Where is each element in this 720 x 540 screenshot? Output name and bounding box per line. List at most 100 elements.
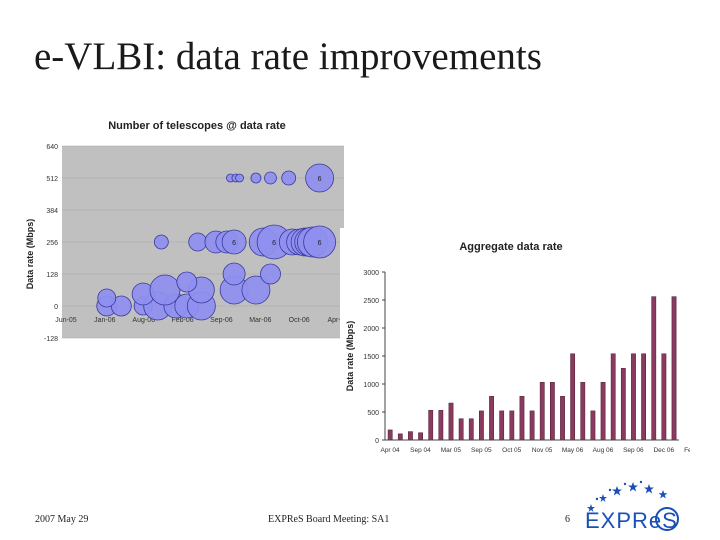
bar-x-tick-label: Aug 06 [593, 447, 614, 454]
bar-y-tick-label: 1500 [363, 354, 379, 361]
bar-x-tick-label: Apr 04 [380, 447, 400, 454]
bubble-x-tick-label: Aug-06 [132, 317, 155, 324]
bar-chart-background [340, 228, 690, 463]
bar [428, 410, 434, 441]
bar [651, 296, 657, 441]
bar [448, 402, 454, 441]
bubble-chart-title: Number of telescopes @ data rate [108, 120, 286, 132]
star-arc-icon [587, 480, 668, 512]
bubble-point [250, 172, 262, 184]
bubble-points: 6 6 6 6 [96, 163, 337, 321]
bubble-y-tick-labels: -128 0 128 256 384 512 640 [44, 144, 58, 343]
bubble-point [221, 229, 247, 255]
bubble-point [235, 173, 244, 183]
bubble-y-tick-label: -128 [44, 336, 58, 343]
bar [661, 353, 667, 441]
bar-y-axis-label: Data rate (Mbps) [345, 321, 355, 392]
bubble-data-label: 6 [272, 240, 276, 247]
bubble-point [305, 163, 335, 193]
bar [600, 382, 606, 441]
bubble-y-tick-label: 512 [46, 176, 58, 183]
bar-y-tick-label: 2500 [363, 298, 379, 305]
bubble-point [149, 274, 181, 306]
bar [408, 431, 413, 441]
bar [631, 353, 636, 441]
bubble-y-axis-label: Data rate (Mbps) [25, 219, 35, 290]
bar [397, 433, 403, 441]
bar-x-tick-label: Oct 05 [502, 447, 522, 454]
bar-x-tick-labels: Apr 04 Sep 04 Mar 05 Sep 05 Oct 05 Nov 05 May … [380, 447, 690, 454]
bar [418, 432, 423, 441]
bubble-x-tick-label: Jan-06 [94, 317, 116, 324]
bar-x-tick-label: Dec 06 [653, 447, 674, 454]
bar-y-tick-label: 500 [367, 410, 379, 417]
bar-x-tick-label: Sep 04 [410, 447, 431, 454]
bubble-x-tick-labels: Jun-05 Jan-06 Aug-06 Feb-06 Sep-06 Mar-06 Oct-… [55, 317, 348, 324]
bubble-x-tick-label: Apr-07 [327, 317, 348, 324]
bubble-point [260, 263, 281, 285]
bar-chart: Aggregate data rate 0 500 1000 1500 2000 2500… [340, 228, 690, 463]
bubble-y-tick-label: 256 [46, 240, 58, 247]
bar [610, 353, 616, 441]
bar [468, 418, 474, 441]
bar [529, 410, 535, 441]
bar-y-tick-label: 2000 [363, 326, 379, 333]
bubble-x-tick-label: Sep-06 [210, 317, 233, 324]
bubble-x-tick-label: Mar-06 [249, 317, 271, 324]
bubble-point [188, 232, 208, 252]
logo-text: EXPReS [585, 508, 678, 533]
footer-date: 2007 May 29 [35, 514, 89, 525]
bar-x-tick-label: Nov 05 [532, 447, 553, 454]
bar-y-tick-label: 3000 [363, 270, 379, 277]
bubble-data-label: 6 [232, 240, 236, 247]
bubble-x-tick-label: Jun-05 [55, 317, 77, 324]
bar [387, 429, 393, 441]
bar [438, 410, 444, 441]
bubble-point [264, 171, 277, 185]
bubble-y-tick-label: 128 [46, 272, 58, 279]
bubble-y-tick-label: 384 [46, 208, 58, 215]
bar [590, 410, 596, 441]
bubble-data-label: 6 [318, 240, 322, 247]
bubble-point [281, 170, 297, 186]
bubble-point [241, 275, 271, 305]
expres-logo: EXPReS [585, 480, 679, 533]
bubble-x-tick-label: Oct-06 [289, 317, 310, 324]
slide-title: e-VLBI: data rate improvements [34, 35, 542, 78]
bubble-y-tick-label: 640 [46, 144, 58, 151]
bar-y-tick-label: 0 [375, 438, 379, 445]
bar [671, 296, 677, 441]
bar [479, 410, 484, 441]
bubble-point [97, 288, 117, 308]
bubble-point [176, 271, 198, 293]
bubble-point [222, 262, 246, 286]
bubble-y-tick-label: 0 [54, 304, 58, 311]
bar [499, 410, 505, 441]
bar-x-tick-label: Sep 06 [623, 447, 644, 454]
bar [641, 353, 646, 441]
bar [489, 396, 494, 441]
page-number: 6 [565, 514, 570, 525]
bar-chart-title: Aggregate data rate [459, 241, 562, 253]
bar [560, 396, 565, 441]
bar [570, 353, 576, 441]
bar-y-tick-label: 1000 [363, 382, 379, 389]
bar [458, 418, 464, 441]
logo-e-circle [655, 507, 679, 531]
bar-x-tick-label: Feb 07 [684, 447, 690, 454]
bar [620, 368, 626, 441]
footer-meeting: EXPReS Board Meeting: SA1 [268, 514, 390, 525]
bar-x-tick-label: May 06 [562, 447, 584, 454]
bubble-x-tick-label: Feb-06 [171, 317, 193, 324]
bar [549, 382, 555, 441]
bar [519, 396, 525, 441]
bar [539, 382, 545, 441]
bubble-point [153, 234, 169, 250]
bar-x-tick-label: Sep 05 [471, 447, 492, 454]
bubble-data-label: 6 [318, 176, 322, 183]
bubble-point [303, 225, 337, 259]
bar-x-tick-label: Mar 05 [441, 447, 462, 454]
bubble-chart: Number of telescopes @ data rate -128 0 12… [25, 120, 349, 343]
bar [580, 382, 586, 441]
bar [509, 410, 515, 441]
